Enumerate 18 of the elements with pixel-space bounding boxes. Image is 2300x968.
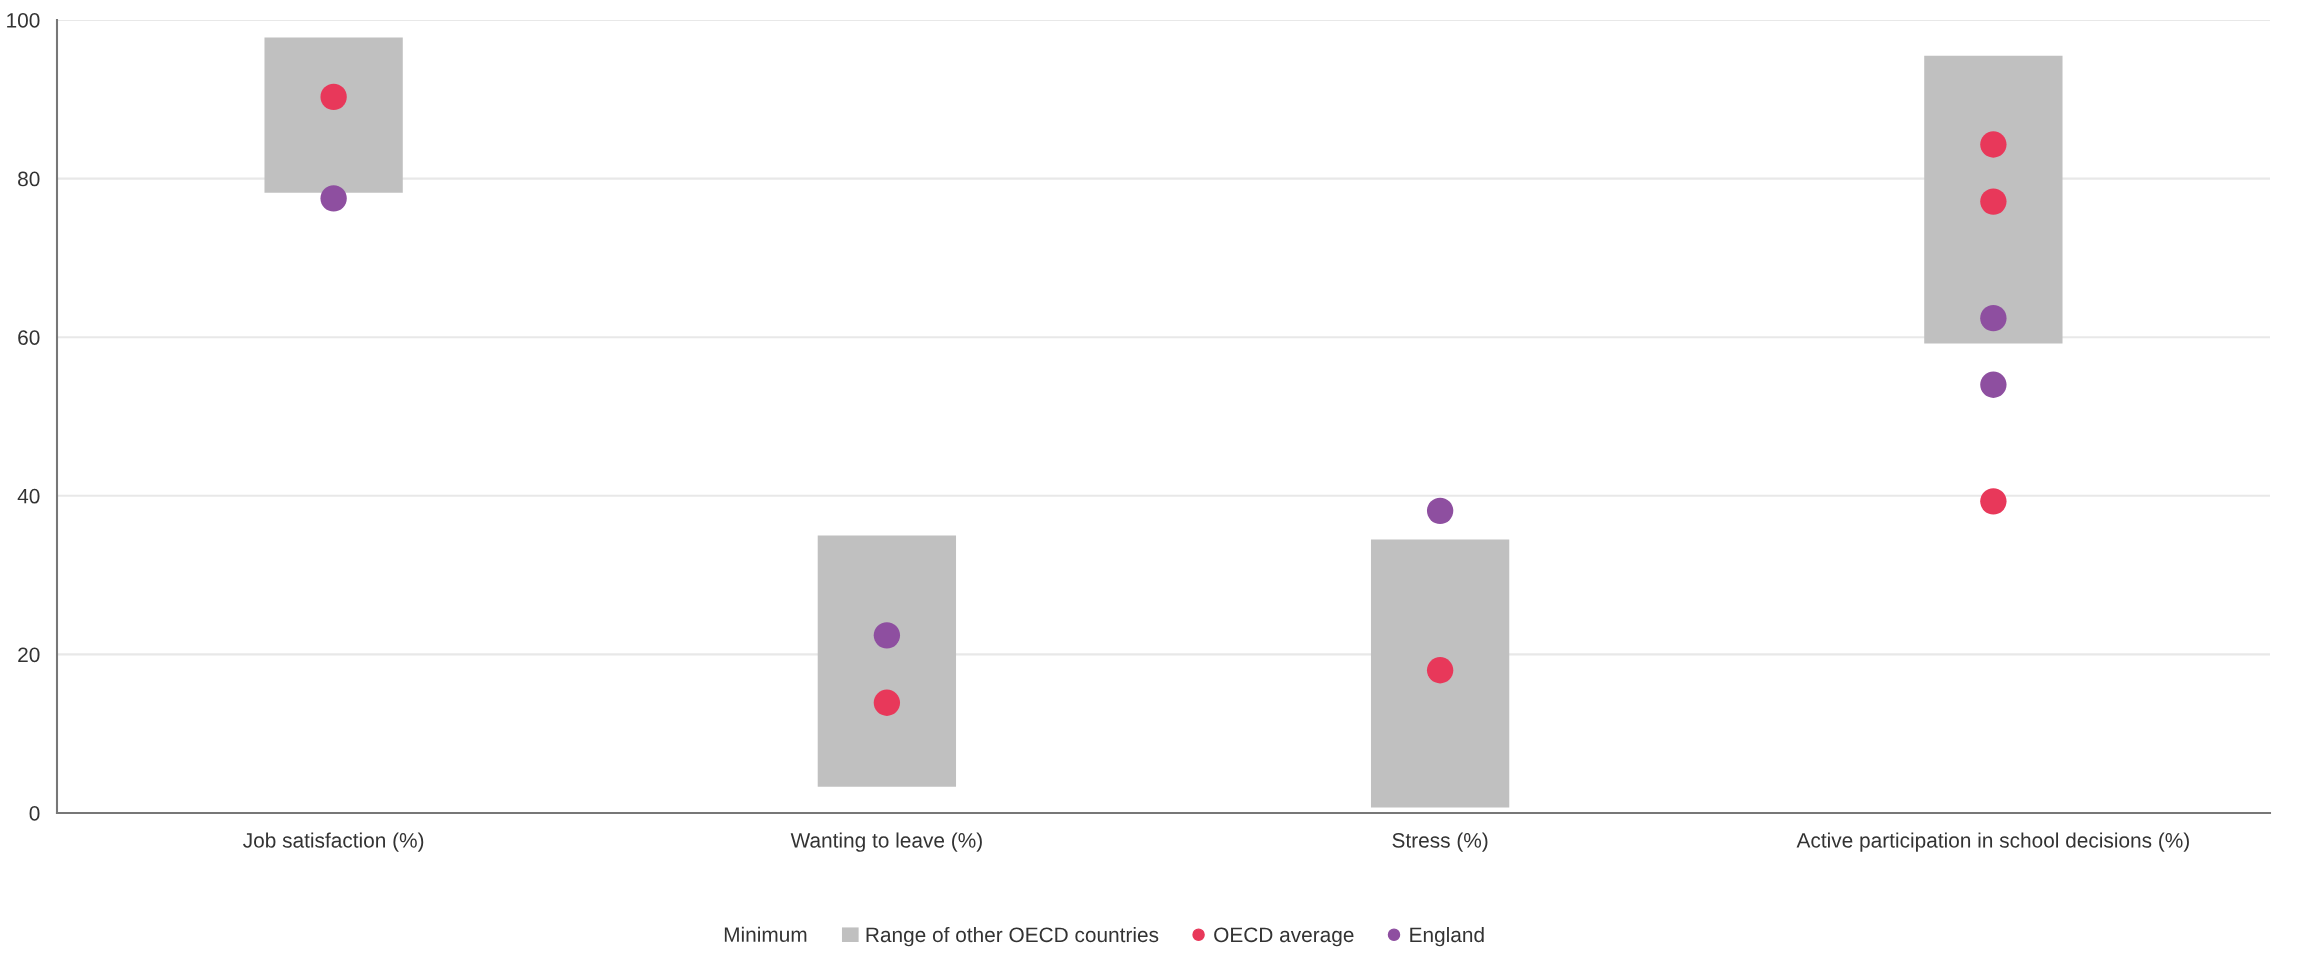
- legend-label: OECD average: [1214, 927, 1354, 947]
- bar: [1370, 539, 1510, 808]
- y-tick-label: 40: [17, 488, 40, 504]
- bar: [1924, 55, 2063, 344]
- x-tick-label: Job satisfaction (%): [243, 832, 424, 852]
- legend-label: Range of other OECD countries: [866, 926, 1159, 947]
- bar: [817, 535, 957, 787]
- legend-title: Minimum: [724, 926, 807, 942]
- bar: [264, 37, 403, 193]
- y-tick-label: 0: [29, 806, 40, 821]
- x-tick-label: Wanting to leave (%): [790, 832, 982, 852]
- x-tick-label: Stress (%): [1392, 832, 1488, 852]
- legend-label: England: [1410, 926, 1484, 947]
- x-tick-label: Active participation in school decisions (%): [1796, 832, 2189, 852]
- y-tick-label: 60: [18, 330, 40, 345]
- y-tick-label: 80: [18, 171, 40, 187]
- y-tick-label: 20: [18, 647, 40, 663]
- y-tick-label: 100: [7, 13, 40, 28]
